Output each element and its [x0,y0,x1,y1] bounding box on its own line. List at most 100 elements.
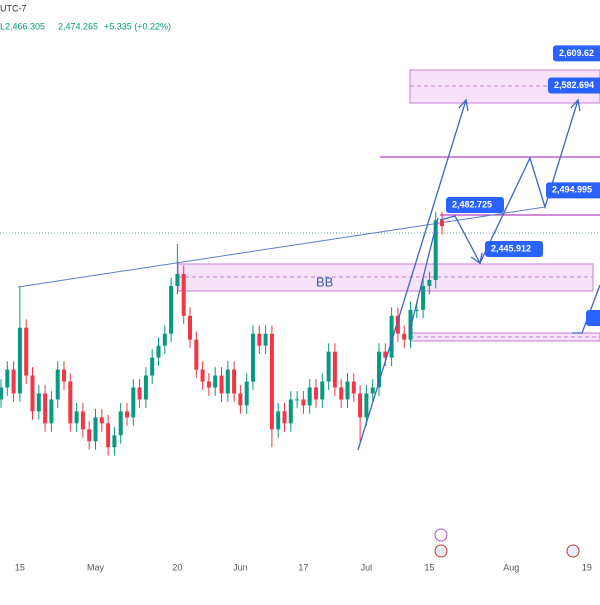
candle-body [194,339,199,370]
candle-body [332,351,337,388]
candle-body [68,381,73,424]
price-tag: 2,582.694 [548,77,600,94]
candle-body [295,399,300,401]
x-axis: 15 May 20 Jun 17 Jul 15 Aug 19 [15,562,592,572]
candle-body [206,381,211,388]
candle-body [62,369,66,382]
x-tick-label: 20 [172,562,182,572]
candle-body [351,381,356,394]
tag-label: 2,445.912 [491,243,531,253]
candle-body [326,351,331,382]
zigzag [572,284,600,334]
candle-body [125,411,129,418]
tag-label: 2,582.694 [554,80,594,90]
drawings: BB [0,69,600,342]
candle-body [156,345,161,358]
x-tick-label: 17 [298,562,308,572]
ohlc-close: 2,474.265 [58,21,98,31]
price-tag: 2,494.995 [546,182,600,199]
candle-body [36,393,41,412]
candle-body [383,351,388,358]
candle-body [24,327,29,376]
timezone: UTC-7 [0,3,27,13]
tag-box [485,240,543,257]
tag-label: 2,494.995 [552,185,592,195]
candle-body [112,435,117,448]
arrow-head [470,252,483,265]
price-tag: 2,445.912 [485,240,543,257]
candle-body [282,411,287,424]
candle-body [0,387,3,400]
candle-body [137,387,142,400]
candle-body [162,333,167,346]
x-tick-label: 15 [424,562,434,572]
tag-box [446,197,504,214]
candle-body [244,381,249,406]
x-tick-label: 19 [582,562,592,572]
candle-body [433,220,438,280]
candle-body [251,333,255,382]
ohlc-change: +5.335 (+0.22%) [104,21,171,31]
candle-body [301,399,306,406]
candle-body [74,411,79,424]
x-tick-label: May [87,562,105,572]
arrow-head [570,98,581,112]
candle-body [389,315,394,358]
candle-body [440,220,444,227]
candle-body [99,417,104,424]
tag-box [546,182,600,199]
candle-body [288,399,293,424]
candle-body [5,369,10,388]
candle-body [414,309,419,311]
candle-body [150,357,155,376]
candle-body [175,273,180,286]
candle-body [131,387,136,418]
event-icon [434,544,448,558]
candle-body [49,399,54,424]
candle-body [263,333,268,346]
projection [357,98,600,451]
tag-label: 2,482.725 [452,199,492,209]
trend-arrow [357,99,467,451]
candle-body [345,381,350,400]
candle-body [269,333,274,430]
tag-label: 2,609.62 [559,48,594,58]
candle-body [55,369,60,400]
candle-body [30,375,35,412]
candle-body [87,429,92,442]
candle-body [213,375,218,388]
x-tick-label: Jun [233,562,248,572]
candle-body [320,381,325,400]
arrow-head [458,98,469,112]
candle-body [307,387,312,406]
candle-body [80,411,85,430]
candle-body [200,369,205,382]
candle-body [238,393,243,406]
candle-body [402,333,407,340]
price-tag: 2,609.62 [553,45,600,62]
candle-body [232,369,237,394]
candle-body [276,411,281,430]
candle-body [106,423,111,448]
candle-body [395,315,400,334]
candle-body [188,315,192,340]
candle-body [11,369,16,394]
tag-box [548,77,600,94]
candle-body [257,333,262,346]
price-tag: 2,482.725 [446,197,504,214]
x-tick-label: 15 [15,562,25,572]
tag-box [553,45,600,62]
candle-body [408,309,413,340]
candle-body [143,375,148,400]
candle-body [421,285,426,310]
event-icon [566,544,580,558]
candle-body [339,387,344,400]
zigzag [439,99,579,265]
candle-body [377,351,381,388]
price-tag [586,310,600,326]
candle-body [370,387,375,394]
candle-body [364,393,369,418]
candle-body [219,375,224,394]
candle-body [181,273,186,316]
